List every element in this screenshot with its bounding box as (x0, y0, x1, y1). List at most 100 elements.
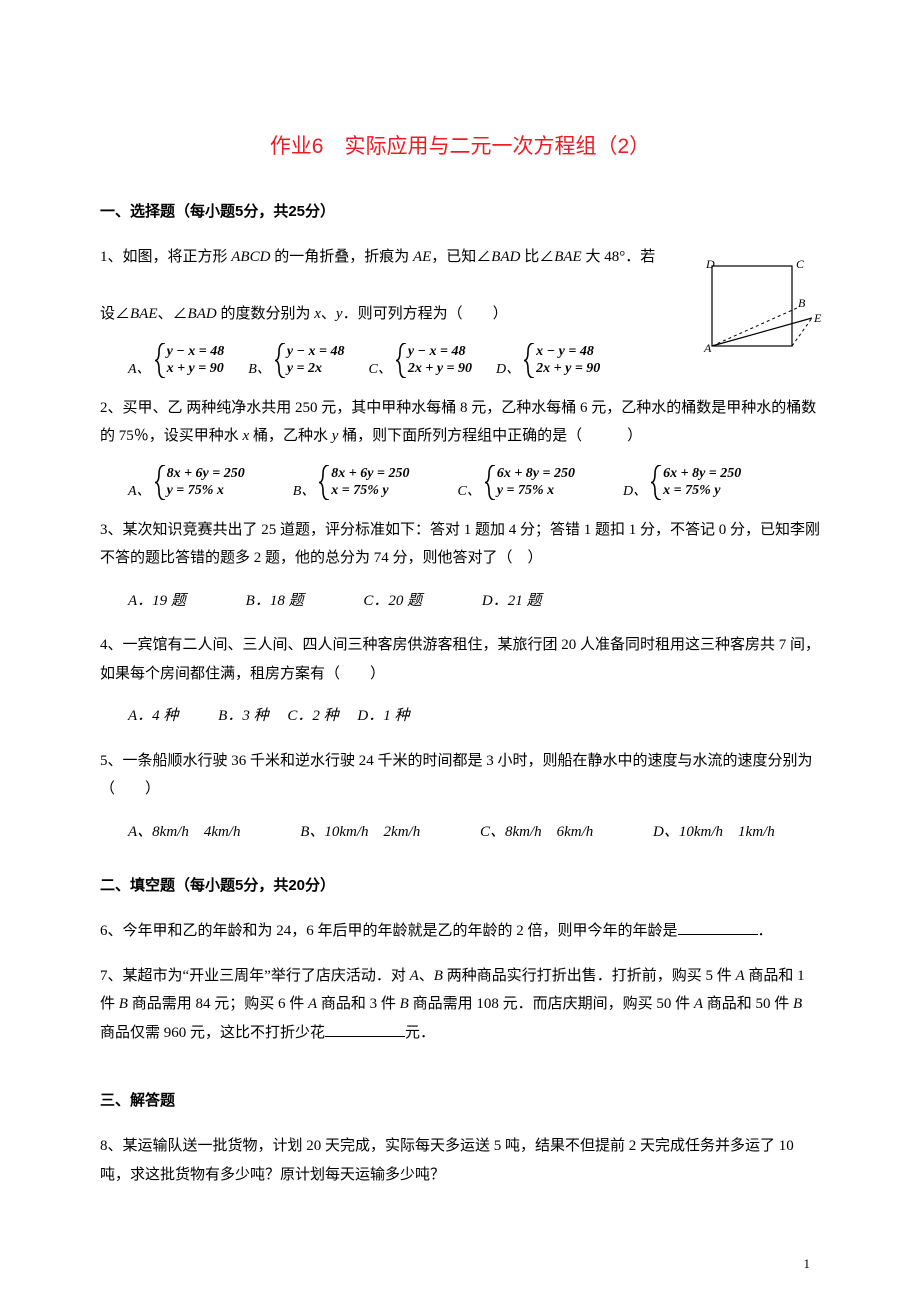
q6-blank (678, 919, 758, 935)
q7-B1: B (434, 968, 443, 984)
q4-opt-b: B．3 种 (218, 708, 268, 724)
q4-options: A．4 种 B．3 种 C．2 种 D．1 种 (100, 702, 820, 731)
q2-options: A、 8x + 6y = 250y = 75% x B、 8x + 6y = 2… (100, 465, 820, 500)
q7-A3: A (308, 996, 317, 1012)
q1-b-e1: y − x = 48 (287, 343, 345, 361)
q3-opt-c: C．20 题 (363, 593, 422, 609)
q1-t5: 大 48°．若 (582, 249, 656, 265)
q2-opt-d: D、 6x + 8y = 250x = 75% y (623, 465, 741, 500)
q2-opt-a-label: A、 (128, 480, 151, 500)
q7-end: 元． (405, 1025, 435, 1041)
q1-c-e1: y − x = 48 (408, 343, 472, 361)
q2-opt-c: C、 6x + 8y = 250y = 75% x (457, 465, 575, 500)
q7-B2: B (119, 996, 128, 1012)
question-6: 6、今年甲和乙的年龄和为 24，6 年后甲的年龄就是乙的年龄的 2 倍，则甲今年… (100, 917, 820, 946)
q1-t1: 1、如图，将正方形 (100, 249, 231, 265)
page: 作业6 实际应用与二元一次方程组（2） 一、选择题（每小题5分，共25分） 1、… (0, 0, 920, 1302)
q1-opt-d-label: D、 (496, 358, 520, 378)
question-7: 7、某超市为“开业三周年”举行了店庆活动．对 A、B 两种商品实行打折出售．打折… (100, 962, 820, 1048)
q1-line2: 设∠BAE、∠BAD 的度数分别为 x、y．则可列方程为（ ） (100, 306, 508, 322)
q4-opt-d: D．1 种 (357, 708, 409, 724)
q5-opt-a: A、8km/h 4km/h (128, 824, 240, 840)
brace-icon (155, 343, 167, 378)
q1-ae: AE (413, 249, 431, 265)
q4-opt-a: A．4 种 (128, 708, 178, 724)
q2-opt-a-system: 8x + 6y = 250y = 75% x (155, 465, 245, 500)
q6-text: 6、今年甲和乙的年龄和为 24，6 年后甲的年龄就是乙的年龄的 2 倍，则甲今年… (100, 923, 678, 939)
q7-b: 、 (419, 968, 434, 984)
q1-figure: D C B A E (702, 258, 822, 363)
q3-opt-b: B．18 题 (246, 593, 304, 609)
q2-opt-b: B、 8x + 6y = 250x = 75% y (293, 465, 410, 500)
question-3: 3、某次知识竞赛共出了 25 道题，评分标准如下：答对 1 题加 4 分；答错 … (100, 516, 820, 573)
q2-tail: 桶，则下面所列方程组中正确的是（ ） (338, 428, 642, 444)
q7-A2: A (735, 968, 744, 984)
q2-opt-d-label: D、 (623, 480, 647, 500)
q1-l2e: 的度数分别为 (217, 306, 315, 322)
q1-opt-b-system: y − x = 48y = 2x (275, 343, 345, 378)
q2-opt-a: A、 8x + 6y = 250y = 75% x (128, 465, 245, 500)
q5-options: A、8km/h 4km/h B、10km/h 2km/h C、8km/h 6km… (100, 818, 820, 847)
q1-l2a: 设∠ (100, 306, 130, 322)
q1-t4: 比∠ (520, 249, 554, 265)
q1-comma: 、 (321, 306, 336, 322)
q1-d-e2: 2x + y = 90 (536, 360, 600, 378)
q2-a-e1: 8x + 6y = 250 (167, 465, 245, 483)
q7-g: 商品需用 108 元．而店庆期间，购买 50 件 (409, 996, 694, 1012)
q1-t2: 的一角折叠，折痕为 (270, 249, 413, 265)
q1-x: x (314, 306, 321, 322)
q3-options: A．19 题 B．18 题 C．20 题 D．21 题 (100, 587, 820, 616)
q1-b-e2: y = 2x (287, 360, 345, 378)
q7-B3: B (400, 996, 409, 1012)
q1-opt-b: B、 y − x = 48y = 2x (248, 343, 344, 378)
fig-label-d: D (705, 258, 715, 271)
q1-l2f: ．则可列方程为（ ） (343, 306, 508, 322)
q3-opt-a: A．19 题 (128, 593, 186, 609)
q4-opt-c: C．2 种 (287, 708, 338, 724)
q7-A4: A (694, 996, 703, 1012)
q7-c: 两种商品实行打折出售．打折前，购买 5 件 (443, 968, 736, 984)
brace-icon (651, 465, 663, 500)
q1-opt-a: A、 y − x = 48x + y = 90 (128, 343, 224, 378)
q1-opt-c-system: y − x = 482x + y = 90 (396, 343, 472, 378)
question-8: 8、某运输队送一批货物，计划 20 天完成，实际每天多运送 5 吨，结果不但提前… (100, 1132, 820, 1189)
q7-B4: B (793, 996, 802, 1012)
brace-icon (485, 465, 497, 500)
q2-opt-b-system: 8x + 6y = 250x = 75% y (319, 465, 409, 500)
q2-b-e1: 8x + 6y = 250 (331, 465, 409, 483)
brace-icon (275, 343, 287, 378)
fig-label-c: C (796, 258, 805, 271)
fig-label-a: A (703, 341, 712, 355)
q1-opt-d: D、 x − y = 482x + y = 90 (496, 343, 600, 378)
q1-a-e1: y − x = 48 (167, 343, 225, 361)
q2-b-e2: x = 75% y (331, 482, 409, 500)
q2-c-e2: y = 75% x (497, 482, 575, 500)
q7-h: 商品和 50 件 (703, 996, 793, 1012)
section-2-heading: 二、填空题（每小题5分，共20分） (100, 874, 820, 895)
q1-bad: BAD (491, 249, 520, 265)
q1-abcd: ABCD (231, 249, 270, 265)
q2-a-e2: y = 75% x (167, 482, 245, 500)
brace-icon (396, 343, 408, 378)
brace-icon (524, 343, 536, 378)
page-number: 1 (804, 1256, 811, 1272)
q7-A1: A (410, 968, 419, 984)
q3-opt-d: D．21 题 (482, 593, 542, 609)
brace-icon (155, 465, 167, 500)
section-1-heading: 一、选择题（每小题5分，共25分） (100, 200, 820, 221)
q2-d-e1: 6x + 8y = 250 (663, 465, 741, 483)
q1-l2d: BAD (188, 306, 217, 322)
fold-figure-icon: D C B A E (702, 258, 822, 358)
q1-l2b: BAE (130, 306, 158, 322)
q2-opt-b-label: B、 (293, 480, 316, 500)
q7-f: 商品和 3 件 (317, 996, 400, 1012)
q2-c-e1: 6x + 8y = 250 (497, 465, 575, 483)
q6-end: ． (758, 923, 773, 939)
q1-a-e2: x + y = 90 (167, 360, 225, 378)
section-3-heading: 三、解答题 (100, 1089, 820, 1110)
q1-c-e2: 2x + y = 90 (408, 360, 472, 378)
brace-icon (319, 465, 331, 500)
q2-opt-d-system: 6x + 8y = 250x = 75% y (651, 465, 741, 500)
q1-opt-b-label: B、 (248, 358, 271, 378)
q7-i: 商品仅需 960 元，这比不打折少花 (100, 1025, 325, 1041)
